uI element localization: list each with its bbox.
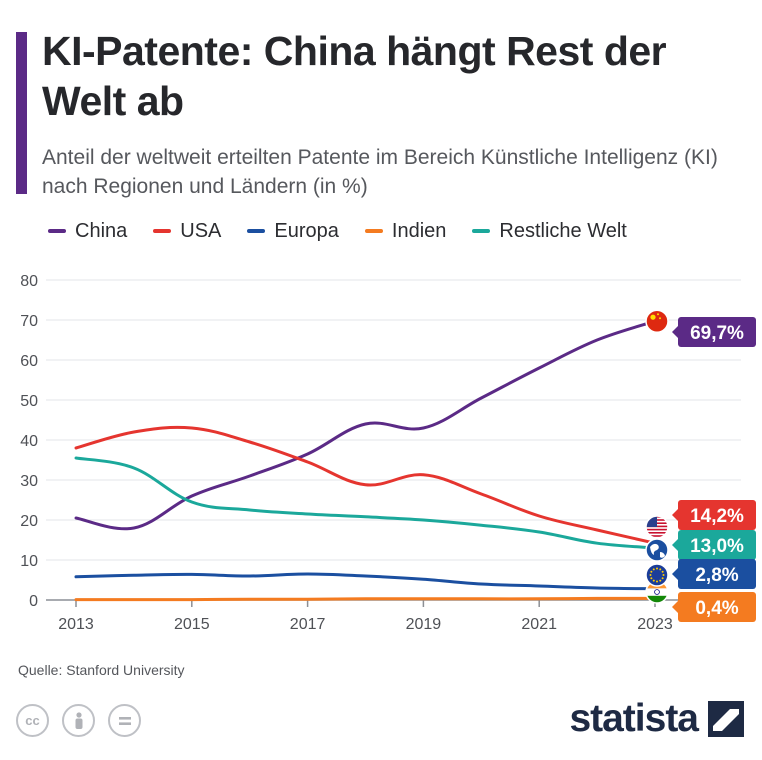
x-tick-label: 2021 xyxy=(521,616,557,633)
legend-label-restliche-welt: Restliche Welt xyxy=(499,219,627,242)
y-tick-label: 20 xyxy=(20,513,38,530)
china-flag-icon xyxy=(645,309,669,333)
legend-item-china: China xyxy=(48,220,127,243)
end-label-restliche-welt: 13,0% xyxy=(672,530,756,560)
series-line-restliche-welt xyxy=(74,456,657,550)
legend-item-indien: Indien xyxy=(364,219,447,243)
y-tick-label: 80 xyxy=(20,273,38,290)
end-label-text: 13,0% xyxy=(690,536,744,557)
eu-flag-icon xyxy=(645,563,669,587)
y-tick-label: 40 xyxy=(20,433,38,450)
chart-title: KI-Patente: China hängt Rest der Welt ab xyxy=(42,28,667,124)
y-tick-label: 70 xyxy=(20,313,38,330)
legend-label-china: China xyxy=(75,219,128,242)
attribution-icon[interactable] xyxy=(62,704,95,737)
chart-subtitle: Anteil der weltweit erteilten Patente im… xyxy=(42,146,718,198)
title-accent-bar xyxy=(16,32,27,194)
person-icon xyxy=(75,711,82,729)
legend-swatch-restliche-welt xyxy=(472,229,491,233)
legend-item-restliche-welt: Restliche Welt xyxy=(472,219,627,243)
y-tick-label: 10 xyxy=(20,553,38,570)
statista-mark-icon xyxy=(708,701,744,737)
end-label-box xyxy=(678,530,756,560)
legend-item-europa: Europa xyxy=(247,220,339,243)
series-line-europa xyxy=(74,572,657,591)
end-label-box xyxy=(678,317,756,347)
end-label-usa: 14,2% xyxy=(672,500,756,530)
globe-icon xyxy=(645,538,669,562)
statista-logo[interactable]: statista xyxy=(569,697,744,741)
no-derivatives-icon[interactable] xyxy=(108,704,141,737)
end-label-china: 69,7% xyxy=(672,317,756,347)
legend-swatch-indien xyxy=(364,229,383,233)
legend-label-indien: Indien xyxy=(391,219,447,242)
end-label-europa: 2,8% xyxy=(672,559,756,589)
x-axis: 2013 2015 2017 2019 2021 2023 xyxy=(58,600,673,633)
end-label-text: 69,7% xyxy=(690,323,744,344)
legend-label-usa: USA xyxy=(180,219,222,242)
cc-icon[interactable]: cc xyxy=(16,704,49,737)
end-label-text: 0,4% xyxy=(695,598,738,619)
source-note: Quelle: Stanford University xyxy=(18,662,185,678)
usa-flag-icon xyxy=(645,515,669,539)
end-label-box xyxy=(678,592,756,622)
legend-swatch-europa xyxy=(247,229,266,233)
x-tick-label: 2017 xyxy=(290,616,326,633)
y-tick-label: 50 xyxy=(20,393,38,410)
y-axis: 0 10 20 30 40 50 60 70 80 xyxy=(20,273,38,610)
equals-icon xyxy=(118,716,131,725)
x-tick-label: 2023 xyxy=(637,616,673,633)
chart-series xyxy=(74,319,657,602)
brand-name: statista xyxy=(569,697,699,740)
end-markers: 69,7% 14,2% 13,0% 2,8% 0,4% xyxy=(645,309,756,622)
end-label-box xyxy=(678,500,756,530)
legend-label-europa: Europa xyxy=(274,219,339,242)
x-tick-label: 2015 xyxy=(174,616,210,633)
legend-swatch-china xyxy=(48,229,66,233)
end-label-indien: 0,4% xyxy=(672,592,756,622)
legend-item-usa: USA xyxy=(153,220,221,243)
y-tick-label: 0 xyxy=(29,593,38,610)
y-tick-label: 30 xyxy=(20,473,38,490)
license-icons: cc xyxy=(16,704,154,737)
end-label-text: 2,8% xyxy=(695,565,738,586)
legend-swatch-usa xyxy=(153,229,172,233)
series-line-indien xyxy=(74,596,657,602)
chart-grid xyxy=(46,279,741,601)
series-line-usa xyxy=(74,425,657,545)
y-tick-label: 60 xyxy=(20,353,38,370)
chart-legend: China USA Europa Indien Restliche Welt xyxy=(48,219,653,243)
end-label-box xyxy=(678,559,756,589)
x-tick-label: 2013 xyxy=(58,616,94,633)
x-tick-label: 2019 xyxy=(406,616,442,633)
end-label-text: 14,2% xyxy=(690,506,744,527)
series-line-china xyxy=(74,319,657,531)
